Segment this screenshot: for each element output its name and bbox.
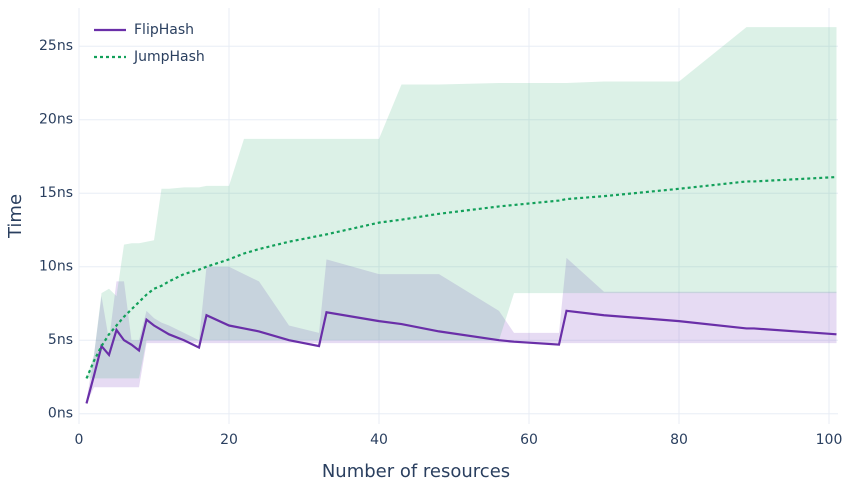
x-tick-label: 80 <box>670 432 688 448</box>
band <box>86 27 837 379</box>
x-axis-title: Number of resources <box>322 461 510 482</box>
y-tick-label: 10ns <box>39 259 73 275</box>
series-line <box>85 309 837 404</box>
y-tick-label: 25ns <box>39 38 73 54</box>
x-tick-label: 20 <box>220 432 238 448</box>
band <box>86 257 837 404</box>
x-tick-label: 40 <box>370 432 388 448</box>
y-axis-title: Time <box>5 194 26 239</box>
y-tick-label: 5ns <box>48 332 73 348</box>
y-tick-label: 15ns <box>39 185 73 201</box>
y-tick-label: 20ns <box>39 112 73 128</box>
y-tick-label: 0ns <box>48 406 73 422</box>
legend-label: JumpHash <box>133 49 205 65</box>
x-tick-label: 60 <box>520 432 538 448</box>
legend-label: FlipHash <box>134 22 194 38</box>
series-line <box>85 175 837 379</box>
x-tick-label: 100 <box>816 432 843 448</box>
x-tick-label: 0 <box>75 432 84 448</box>
